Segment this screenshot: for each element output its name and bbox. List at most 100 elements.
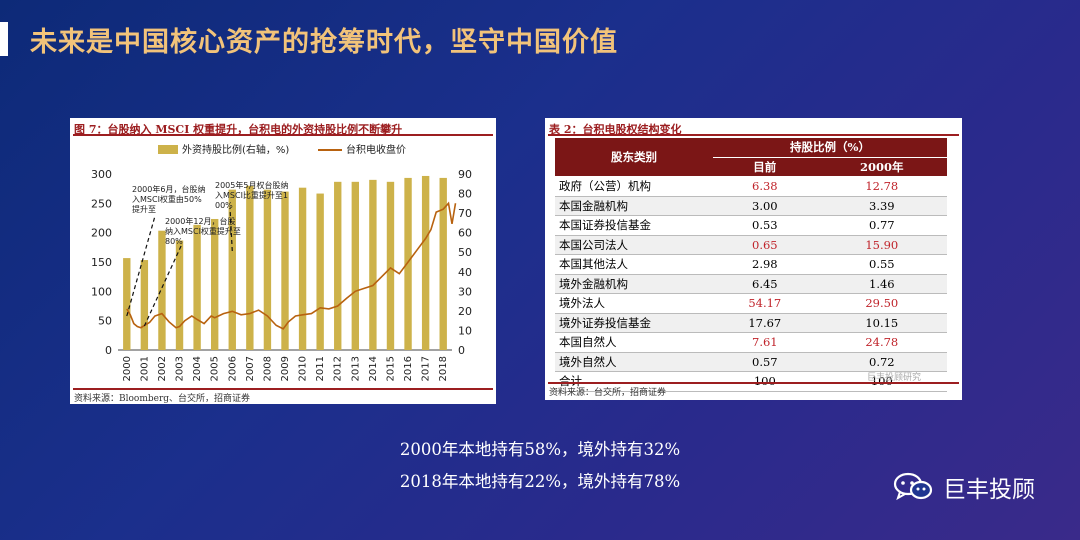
x-tick-label: 2002 (157, 356, 168, 381)
annotation-arrow (229, 207, 233, 252)
row-value-2000: 15.90 (816, 235, 947, 255)
table-row: 境外法人 54.17 29.50 (555, 293, 947, 314)
row-value-2000: 24.78 (816, 332, 947, 353)
bar (210, 218, 219, 350)
bar (158, 230, 166, 350)
y-right-tick-label: 60 (458, 227, 472, 240)
x-tick-label: 2004 (192, 356, 203, 381)
bar (298, 187, 307, 350)
bar (316, 193, 324, 350)
legend-line-label: 台积电收盘价 (346, 143, 406, 156)
price-line (126, 201, 457, 330)
bar (421, 175, 430, 350)
y-right-tick-label: 50 (458, 246, 472, 259)
watermark: 巨丰投顾研究 (867, 373, 922, 383)
chart-panel: 图 7：台股纳入 MSCI 权重提升，台积电的外资持股比例不断攀升 0 50 100… (70, 118, 496, 404)
chart-annotation: 2005年5月权台股纳入MSCI比重提升至1 00% (215, 180, 288, 210)
row-category: 本国其他法人 (555, 254, 713, 275)
y-right-tick-label: 40 (458, 266, 472, 279)
y-left-tick-label: 200 (91, 227, 112, 240)
x-tick-label: 2014 (368, 356, 379, 381)
x-tick-label: 2015 (385, 356, 396, 381)
x-tick-label: 2008 (262, 356, 273, 381)
row-value-now: 100 (713, 371, 817, 392)
x-tick-label: 2018 (438, 356, 449, 381)
table-source: 资料来源：台交所，招商证券 (549, 388, 667, 398)
row-value-2000: 3.39 (816, 196, 947, 216)
y-right-tick-label: 0 (458, 344, 465, 357)
row-value-now: 0.57 (713, 352, 817, 372)
row-value-2000: 1.46 (816, 274, 947, 294)
row-category: 境外自然人 (555, 352, 713, 372)
chart-annotation: 2000年6月，台股纳入MSCI权重由50%提升至 (132, 184, 205, 214)
caption-line-2: 2018年本地持有22%，境外持有78% (399, 472, 681, 491)
row-category: 境外金融机构 (555, 274, 713, 294)
x-tick-label: 2001 (139, 356, 150, 381)
row-category: 合计 (555, 371, 713, 392)
y-left-tick-label: 250 (91, 197, 112, 210)
figure-source: 资料来源：Bloomberg、台交所，招商证券 (74, 394, 251, 404)
row-category: 境外证券投信基金 (555, 313, 713, 333)
bar (246, 185, 254, 350)
x-tick-label: 2007 (245, 356, 256, 381)
y-left-tick-label: 150 (91, 256, 112, 269)
row-value-2000: 12.78 (816, 176, 947, 197)
table-row: 政府（公营）机构 6.38 12.78 (555, 176, 947, 197)
row-value-now: 0.65 (713, 235, 817, 255)
legend-bar-swatch (158, 145, 178, 154)
row-value-2000: 0.77 (816, 215, 947, 236)
table-row: 本国公司法人 0.65 15.90 (555, 235, 947, 255)
x-tick-label: 2003 (175, 356, 186, 381)
table-row: 本国自然人 7.61 24.78 (555, 332, 947, 353)
table-top-rule (548, 134, 959, 136)
table-row: 本国证券投信基金 0.53 0.77 (555, 215, 947, 236)
row-value-now: 6.45 (713, 274, 817, 294)
annotation-arrow (143, 243, 183, 327)
row-value-now: 17.67 (713, 313, 817, 333)
title-accent-bar (0, 22, 8, 56)
row-value-2000: 0.72 (816, 352, 947, 372)
caption-line-1: 2000年本地持有58%，境外持有32% (399, 440, 681, 459)
annotation-arrow (126, 215, 156, 317)
y-right-tick-label: 10 (458, 324, 472, 337)
row-category: 境外法人 (555, 293, 713, 314)
slide-title: 未来是中国核心资产的抢筹时代，坚守中国价值 (30, 27, 618, 58)
table-row: 本国其他法人 2.98 0.55 (555, 254, 947, 275)
row-value-2000: 29.50 (816, 293, 947, 314)
combo-chart: 0 50 100 150 200 250 300 0 10 20 30 40 50 60 70 80 90 200… (91, 143, 472, 381)
x-tick-label: 2013 (350, 356, 361, 381)
legend-bar-label: 外资持股比例(右轴，%) (182, 143, 289, 156)
x-tick-label: 2017 (421, 356, 432, 381)
row-value-now: 2.98 (713, 254, 817, 275)
bar (263, 189, 272, 350)
table-body: 政府（公营）机构 6.38 12.78 本国金融机构 3.00 3.39 本国证券投信基金 0… (555, 176, 947, 392)
bar (369, 179, 377, 350)
row-value-2000: 0.55 (816, 254, 947, 275)
x-tick-label: 2009 (280, 356, 291, 381)
x-tick-label: 2010 (298, 356, 309, 381)
table-bottom-rule (548, 382, 959, 384)
row-category: 本国证券投信基金 (555, 215, 713, 236)
x-tick-label: 2006 (227, 356, 238, 381)
y-left-tick-label: 0 (105, 344, 112, 357)
wechat-icon (893, 472, 933, 501)
row-value-now: 7.61 (713, 332, 817, 353)
y-right-tick-label: 30 (458, 285, 472, 298)
x-tick-label: 2011 (315, 356, 326, 381)
row-value-now: 6.38 (713, 176, 817, 197)
row-value-2000: 100 (816, 371, 947, 392)
y-left-tick-label: 100 (91, 285, 112, 298)
x-tick-label: 2016 (403, 356, 414, 381)
bar (175, 240, 184, 350)
table-title: 表 2：台积电股权结构变化 (549, 123, 682, 136)
table-row: 境外证券投信基金 17.67 10.15 (555, 313, 947, 333)
y-right-tick-label: 80 (458, 188, 472, 201)
row-value-2000: 10.15 (816, 313, 947, 333)
row-category: 本国金融机构 (555, 196, 713, 216)
table-row: 境外金融机构 6.45 1.46 (555, 274, 947, 294)
x-tick-label: 2012 (333, 356, 344, 381)
bar (281, 191, 289, 350)
bar (140, 260, 149, 350)
bar (439, 177, 447, 350)
bar (193, 224, 201, 350)
